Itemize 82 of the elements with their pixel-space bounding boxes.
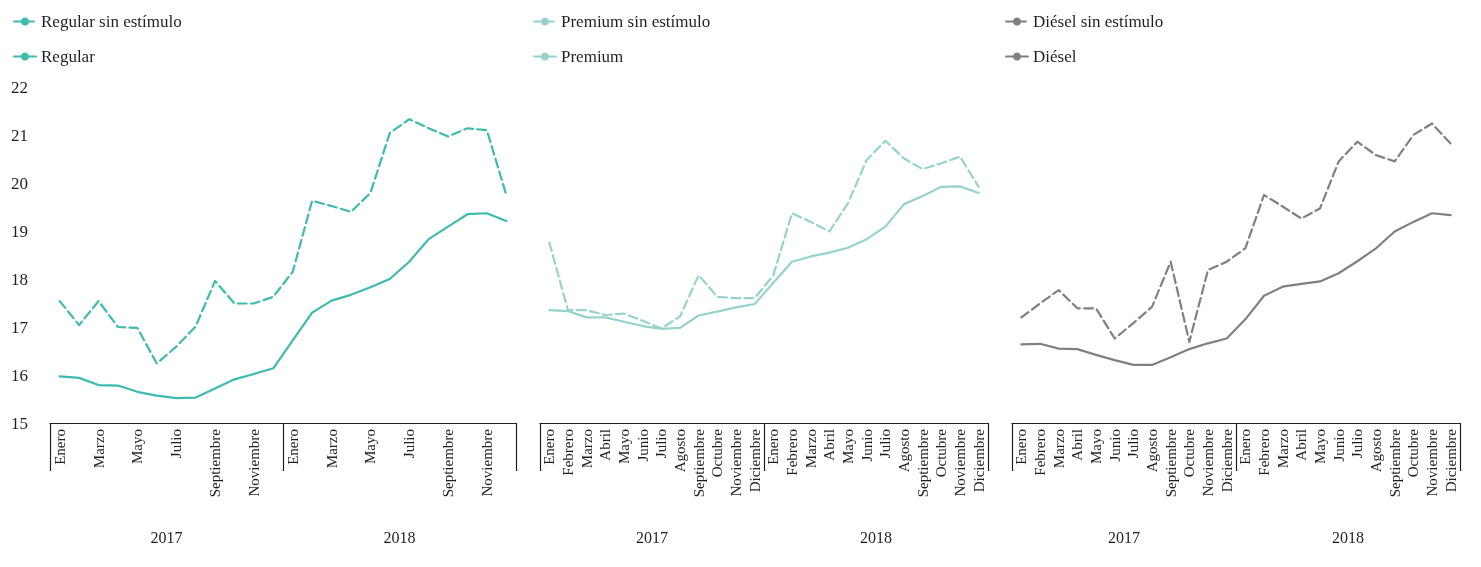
y-tick-label: 20 xyxy=(11,173,28,193)
x-tick-label: Febrero xyxy=(1032,429,1048,476)
text: 2018 xyxy=(383,528,416,546)
x-tick-label: Marzo xyxy=(90,429,107,469)
x-tick-label: Octubre xyxy=(1405,428,1422,478)
legend-label: Regular sin estímulo xyxy=(41,12,182,31)
x-tick-label: Agosto xyxy=(896,429,912,473)
x-tick-label: Junio xyxy=(858,429,875,462)
x-tick-label: Octubre xyxy=(709,428,726,478)
x-tick-label: Enero xyxy=(51,429,68,465)
x-tick-label: Julio xyxy=(1349,429,1366,459)
x-tick-label: Mayo xyxy=(616,429,632,464)
x-tick-label: Noviembre xyxy=(1200,428,1216,497)
legend-label: Diésel xyxy=(1033,47,1077,66)
x-tick-label: Junio xyxy=(1106,429,1123,462)
x-tick-label: Noviembre xyxy=(728,428,744,497)
x-tick-label: Julio xyxy=(877,429,894,459)
x-tick-label: Noviembre xyxy=(245,428,262,497)
x-tick-label: Marzo xyxy=(578,429,595,469)
x-tick-label: Julio xyxy=(1125,429,1142,459)
x-tick-label: Junio xyxy=(1330,429,1347,462)
x-tick-label: Marzo xyxy=(323,429,340,469)
y-tick-label: 18 xyxy=(11,269,28,289)
text: 2018 xyxy=(1332,528,1364,546)
y-tick-label: 21 xyxy=(11,125,28,145)
x-tick-label: Julio xyxy=(653,429,670,459)
text: 2017 xyxy=(1108,528,1140,546)
y-tick-label: 19 xyxy=(11,221,28,241)
legend-label: Premium sin estímulo xyxy=(561,12,711,31)
y-tick-label: 17 xyxy=(11,317,29,337)
legend-label: Regular xyxy=(41,47,96,66)
legend-label: Premium xyxy=(561,47,624,66)
x-tick-label: Septiembre xyxy=(914,428,931,498)
x-tick-label: Marzo xyxy=(1274,429,1291,469)
legend-label: Diésel sin estímulo xyxy=(1033,12,1164,31)
x-tick-label: Febrero xyxy=(784,429,800,476)
x-tick-label: Julio xyxy=(401,429,418,459)
x-tick-label: Septiembre xyxy=(1162,428,1179,498)
x-tick-label: Agosto xyxy=(672,429,688,473)
x-tick-label: Junio xyxy=(634,429,651,462)
x-tick-label: Diciembre xyxy=(1218,428,1235,493)
y-tick-label: 22 xyxy=(11,77,28,97)
y-tick-label: 15 xyxy=(11,413,28,433)
line-series xyxy=(58,212,508,400)
text: 2017 xyxy=(636,528,668,546)
x-tick-label: Enero xyxy=(541,429,558,465)
x-tick-label: Marzo xyxy=(802,429,819,469)
x-tick-label: Enero xyxy=(284,429,301,465)
x-tick-label: Enero xyxy=(765,429,782,465)
text: 2017 xyxy=(150,528,183,546)
x-tick-label: Abril xyxy=(821,429,838,461)
x-tick-label: Mayo xyxy=(129,429,146,464)
x-tick-label: Mayo xyxy=(1088,429,1104,464)
x-tick-label: Septiembre xyxy=(207,428,224,498)
x-tick-label: Mayo xyxy=(1312,429,1328,464)
x-tick-label: Abril xyxy=(597,429,614,461)
x-tick-label: Marzo xyxy=(1050,429,1067,469)
x-tick-label: Diciembre xyxy=(970,428,987,493)
x-tick-label: Diciembre xyxy=(746,428,763,493)
x-tick-label: Mayo xyxy=(362,429,379,464)
x-tick-label: Noviembre xyxy=(1424,428,1440,497)
y-tick-label: 16 xyxy=(11,365,28,385)
x-tick-label: Septiembre xyxy=(1386,428,1403,498)
x-tick-label: Septiembre xyxy=(690,428,707,498)
x-tick-label: Diciembre xyxy=(1442,428,1459,493)
x-tick-label: Abril xyxy=(1293,429,1310,461)
x-tick-label: Agosto xyxy=(1144,429,1160,473)
x-tick-label: Septiembre xyxy=(440,428,457,498)
x-tick-label: Enero xyxy=(1237,429,1254,465)
x-tick-label: Octubre xyxy=(933,428,950,478)
x-tick-label: Mayo xyxy=(840,429,856,464)
text: 2018 xyxy=(860,528,892,546)
x-tick-label: Julio xyxy=(168,429,185,459)
x-tick-label: Noviembre xyxy=(952,428,968,497)
x-tick-label: Febrero xyxy=(560,429,576,476)
x-tick-label: Octubre xyxy=(1181,428,1198,478)
x-tick-label: Noviembre xyxy=(478,428,495,497)
x-tick-label: Abril xyxy=(1069,429,1086,461)
x-tick-label: Agosto xyxy=(1368,429,1384,473)
line-series xyxy=(58,118,508,365)
x-tick-label: Febrero xyxy=(1256,429,1272,476)
x-tick-label: Enero xyxy=(1013,429,1030,465)
